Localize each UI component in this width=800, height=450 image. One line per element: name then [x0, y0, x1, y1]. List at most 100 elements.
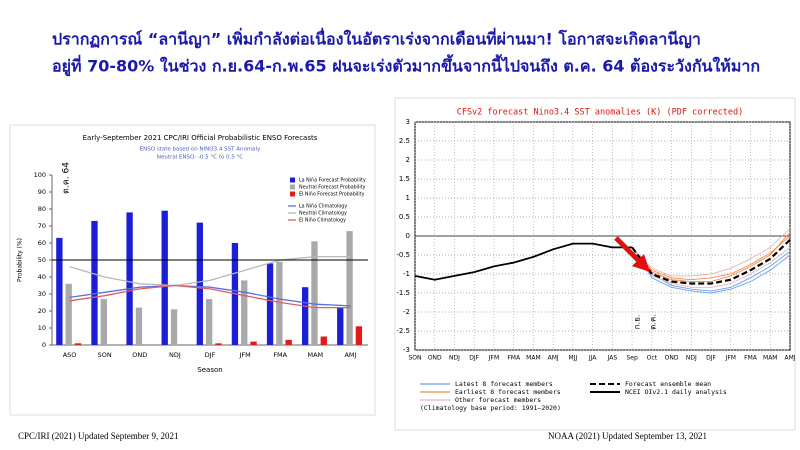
chart-title: Early-September 2021 CPC/IRI Official Pr… — [83, 134, 318, 142]
x-tick-label: AMJ — [548, 355, 559, 362]
y-tick-label: 90 — [38, 188, 46, 196]
bar — [65, 283, 72, 345]
climatology-line — [69, 284, 351, 309]
legend-label: Neutral Climatology — [299, 211, 347, 217]
y-tick-label: -3 — [403, 346, 410, 354]
observed-line — [414, 242, 633, 281]
annotation: ก.ย. — [633, 315, 642, 330]
x-tick-label: NDJ — [686, 355, 697, 362]
y-tick-label: 10 — [38, 324, 46, 332]
chart-subtitle: ENSO state based on NINO3.4 SST Anomaly — [140, 147, 261, 153]
bar — [215, 343, 222, 345]
y-tick-label: 60 — [38, 239, 46, 247]
x-tick-label: AMJ — [784, 355, 795, 362]
x-tick-label: ASO — [63, 351, 77, 359]
member-line — [631, 231, 791, 283]
legend-swatch — [290, 191, 295, 197]
bar — [100, 299, 107, 345]
member-line — [631, 247, 791, 288]
chart-title: CFSv2 forecast Nino3.4 SST anomalies (K)… — [457, 108, 744, 118]
legend-label: El Niño Climatology — [299, 218, 346, 224]
arrow — [614, 236, 650, 272]
y-tick-label: -0.5 — [396, 251, 410, 259]
x-tick-label: NDJ — [449, 355, 460, 362]
annotation: ต.ค. — [649, 314, 658, 330]
bar — [355, 326, 363, 345]
member-line — [631, 235, 791, 281]
y-tick-label: 80 — [38, 205, 46, 213]
bar — [266, 263, 274, 345]
climatology-line — [69, 255, 351, 287]
y-tick-label: 100 — [34, 171, 46, 179]
ensemble-mean — [631, 239, 791, 285]
x-tick-label: JFM — [488, 355, 499, 362]
x-tick-label: MJJ — [569, 355, 578, 362]
x-tick-label: FMA — [744, 355, 758, 362]
bar — [250, 341, 257, 345]
legend-label: La Niña Forecast Probability — [299, 178, 366, 184]
x-tick-label: OND — [665, 355, 679, 362]
source: NOAA (2021) Updated September 13, 2021 — [548, 431, 707, 441]
headline: ปรากฏการณ์ “ลานีญา” เพิ่มกำลังต่อเนื่องใ… — [52, 28, 701, 50]
member-line — [631, 247, 791, 292]
bar — [56, 237, 63, 345]
x-tick-label: FMA — [273, 351, 287, 359]
y-tick-label: 3 — [406, 118, 410, 126]
x-tick-label: DJF — [205, 351, 216, 359]
annotation: ต.ค. 64 — [62, 162, 72, 194]
y-tick-label: 1.5 — [399, 175, 410, 183]
bar — [205, 299, 213, 345]
x-tick-label: NDJ — [169, 351, 181, 359]
x-tick-label: AMJ — [344, 351, 356, 359]
y-tick-label: 0 — [42, 341, 46, 349]
member-line — [631, 228, 791, 277]
bar — [91, 220, 98, 345]
bar — [276, 261, 283, 345]
y-tick-label: 70 — [38, 222, 46, 230]
x-tick-label: JJA — [588, 355, 597, 362]
legend-label: Forecast ensemble mean — [625, 380, 711, 388]
y-tick-label: 2.5 — [399, 137, 410, 145]
legend-swatch — [290, 177, 295, 183]
legend-label: Latest 8 forecast members — [455, 380, 553, 388]
legend-label: La Niña Climatology — [299, 204, 347, 210]
source: CPC/IRI (2021) Updated September 9, 2021 — [18, 431, 178, 441]
bar — [346, 231, 353, 345]
bar — [301, 287, 309, 345]
legend-label: Earliest 8 forecast members — [455, 388, 561, 396]
climatology-line — [69, 284, 351, 307]
x-tick-label: DJF — [469, 355, 479, 362]
bar — [311, 241, 318, 345]
y-tick-label: -1.5 — [396, 289, 410, 297]
x-tick-label: Sep — [626, 355, 638, 362]
y-tick-label: 2 — [406, 156, 410, 164]
x-tick-label: MAM — [307, 351, 323, 359]
y-tick-label: 30 — [38, 290, 46, 298]
bar — [170, 309, 178, 345]
bar — [196, 222, 203, 345]
chart-subtitle: Neutral ENSO: -0.5 °C to 0.5 °C — [157, 155, 243, 161]
note: (Climatology base period: 1991–2020) — [420, 404, 561, 412]
x-tick-label: JFM — [725, 355, 736, 362]
x-axis-label: Season — [197, 366, 222, 374]
x-tick-label: OND — [132, 351, 147, 359]
legend-label: El Niño Forecast Probability — [299, 192, 365, 198]
legend-label: Neutral Forecast Probability — [299, 185, 366, 191]
legend-swatch — [290, 184, 295, 190]
x-tick-label: OND — [428, 355, 442, 362]
y-tick-label: -1 — [403, 270, 410, 278]
member-line — [631, 247, 791, 294]
x-tick-label: DJF — [706, 355, 716, 362]
x-tick-label: JAS — [607, 355, 618, 362]
x-tick-label: JFM — [238, 351, 250, 359]
x-tick-label: SON — [408, 355, 421, 362]
bar — [320, 336, 327, 345]
y-tick-label: 20 — [38, 307, 46, 315]
bar — [135, 307, 143, 345]
y-axis-label: Probability (%) — [17, 238, 24, 282]
bar — [241, 280, 248, 345]
legend-label: NCEI OIv2.1 daily analysis — [625, 388, 727, 396]
x-tick-label: Oct — [647, 355, 658, 362]
y-tick-label: -2.5 — [396, 327, 410, 335]
